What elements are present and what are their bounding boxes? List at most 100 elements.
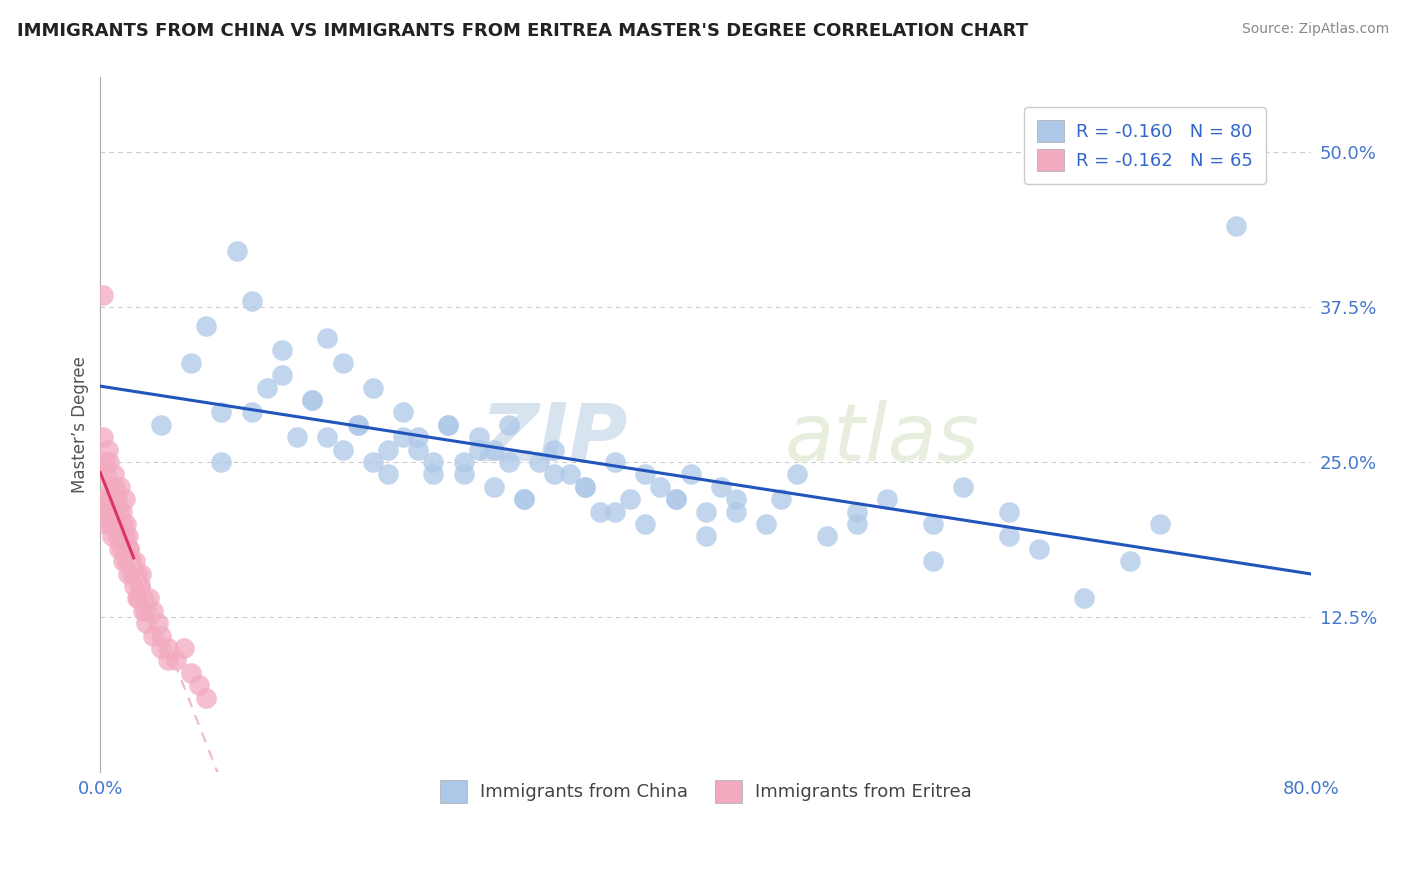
Point [876,492,898,507]
Point [104,480,127,494]
Point [104,516,127,531]
Point [240,293,263,308]
Point [125,566,148,581]
Point [96,467,118,482]
Point [498,417,520,432]
Point [316,331,339,345]
Point [543,467,565,482]
Point [346,417,368,432]
Legend: Immigrants from China, Immigrants from Eritrea: Immigrants from China, Immigrants from E… [427,768,984,815]
Point [285,430,308,444]
Point [96,516,118,531]
Point [108,480,131,494]
Point [103,467,125,482]
Point [392,405,415,419]
Point [770,492,793,507]
Point [513,492,536,507]
Point [122,579,145,593]
Point [122,566,145,581]
Point [112,516,135,531]
Point [453,467,475,482]
Point [1225,219,1247,234]
Point [120,554,142,568]
Point [603,455,626,469]
Point [256,380,278,394]
Point [482,480,505,494]
Point [846,505,869,519]
Point [453,455,475,469]
Point [725,505,748,519]
Point [120,554,142,568]
Point [815,529,838,543]
Point [346,417,368,432]
Text: IMMIGRANTS FROM CHINA VS IMMIGRANTS FROM ERITREA MASTER'S DEGREE CORRELATION CHA: IMMIGRANTS FROM CHINA VS IMMIGRANTS FROM… [17,22,1028,40]
Point [543,442,565,457]
Point [574,480,596,494]
Point [100,480,122,494]
Point [437,417,460,432]
Point [271,368,294,383]
Point [121,566,143,581]
Point [301,392,323,407]
Point [94,455,117,469]
Point [195,690,218,705]
Point [93,287,115,301]
Point [128,579,150,593]
Point [529,455,551,469]
Point [100,516,122,531]
Y-axis label: Master’s Degree: Master’s Degree [72,356,89,493]
Point [664,492,686,507]
Point [132,591,155,606]
Point [603,505,626,519]
Point [634,467,657,482]
Point [240,405,263,419]
Point [468,430,491,444]
Point [997,529,1019,543]
Point [725,492,748,507]
Point [695,505,717,519]
Point [846,516,869,531]
Point [377,467,399,482]
Point [135,616,157,631]
Point [574,480,596,494]
Point [115,516,138,531]
Point [108,529,131,543]
Point [103,505,125,519]
Point [180,356,202,370]
Point [513,492,536,507]
Point [422,467,444,482]
Point [695,529,717,543]
Point [392,430,415,444]
Point [110,505,132,519]
Point [93,430,115,444]
Point [755,516,778,531]
Point [105,492,128,507]
Point [710,480,733,494]
Text: atlas: atlas [785,400,979,477]
Point [125,591,148,606]
Point [114,492,136,507]
Point [98,505,121,519]
Point [110,541,132,556]
Point [786,467,808,482]
Point [107,505,129,519]
Point [558,467,581,482]
Point [97,492,120,507]
Point [377,442,399,457]
Point [406,430,429,444]
Point [1028,541,1050,556]
Point [187,678,209,692]
Point [225,244,247,259]
Point [921,516,943,531]
Point [112,554,135,568]
Point [209,455,232,469]
Point [101,492,124,507]
Point [634,516,657,531]
Point [422,455,444,469]
Point [132,604,155,618]
Point [173,640,195,655]
Point [664,492,686,507]
Point [406,442,429,457]
Point [101,529,124,543]
Point [361,380,384,394]
